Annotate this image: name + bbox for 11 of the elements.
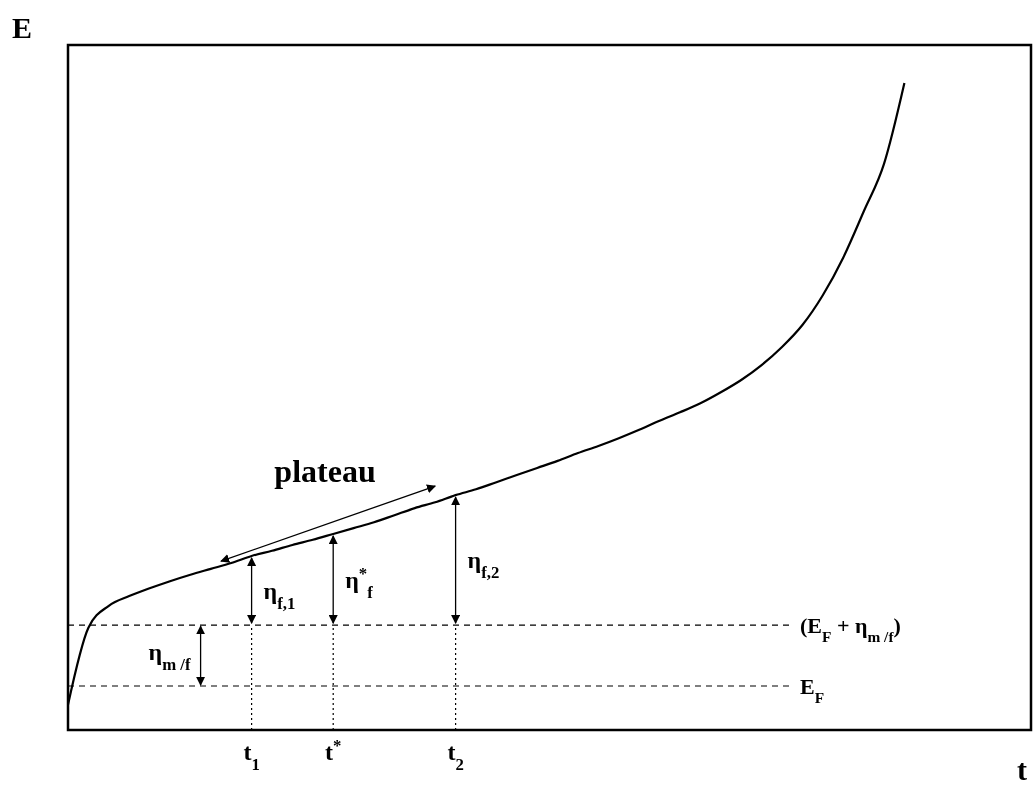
ref-line-label: (E$_{F}$ + η$_{m /f}$) [800,613,901,645]
x-tick-label: t$_{1}$ [243,739,260,774]
annotation: η$_{m /f}$ [148,638,191,674]
x-tick-label: t$_{2}$ [447,739,464,774]
x-axis-title: t [1017,753,1027,785]
annotation: η$_{f,2}$ [467,547,500,582]
annotation: plateau [274,453,376,490]
annotation: η$_{f,1}$ [263,577,296,613]
x-tick-label: t$^{*}$ [325,735,342,765]
y-axis-title: E [11,11,33,44]
ref-line-label: E$_{F}$ [800,674,825,706]
